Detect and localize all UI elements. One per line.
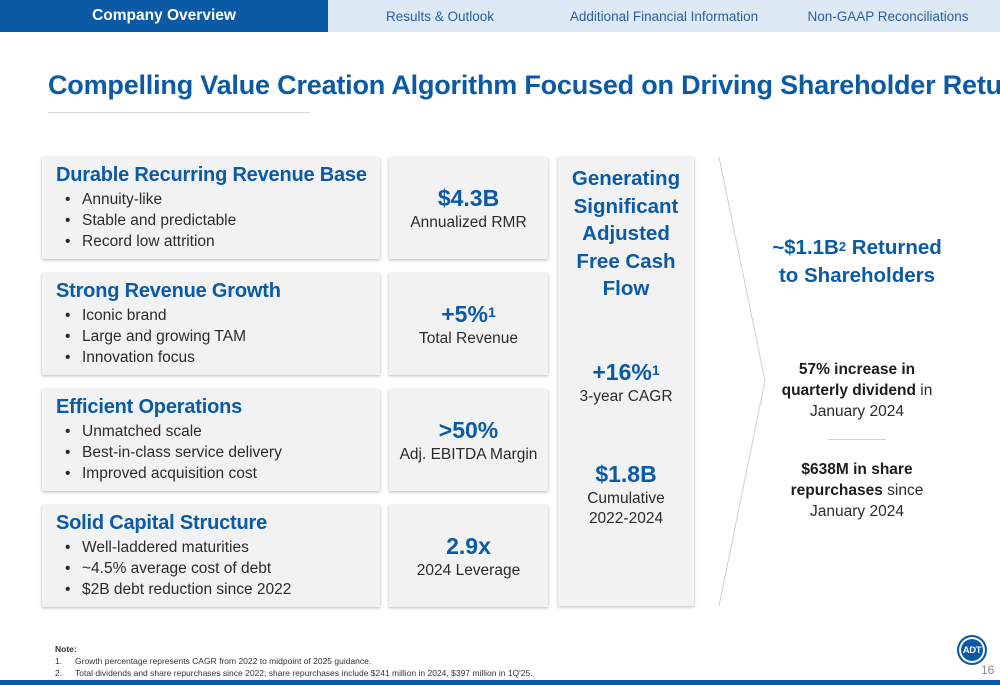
bullet-item: ~4.5% average cost of debt [56, 558, 380, 579]
bullet-item: $2B debt reduction since 2022 [56, 579, 380, 600]
metric-value: 2.9x [446, 533, 491, 559]
metric-ebitda-margin: >50% Adj. EBITDA Margin [389, 389, 548, 491]
bottom-bar [0, 680, 1000, 685]
footnotes: Note: 1. Growth percentage represents CAG… [55, 643, 533, 679]
metric-value: +5%1 [441, 301, 496, 327]
metric-value: $4.3B [437, 185, 500, 211]
page-title: Compelling Value Creation Algorithm Focu… [48, 70, 1000, 100]
fcf-cumulative-label: Cumulative 2022-2024 [587, 489, 665, 527]
returns-heading: ~$1.1B2 Returned to Shareholders [772, 236, 942, 287]
fcf-cagr-value: +16%1 [592, 358, 660, 385]
tab-company-overview[interactable]: Company Overview [0, 0, 328, 32]
bullet-item: Best-in-class service delivery [56, 442, 380, 463]
pillar-revenue-growth: Strong Revenue Growth Iconic brand Large… [42, 273, 380, 375]
bullet-item: Record low attrition [56, 231, 380, 252]
fcf-cumulative-value: $1.8B [595, 460, 657, 487]
metric-label: 2024 Leverage [416, 562, 521, 579]
bullet-item: Large and growing TAM [56, 326, 380, 347]
metric-label: Annualized RMR [410, 214, 527, 231]
footnote-ref: 1 [651, 361, 660, 378]
metric-label: Total Revenue [418, 330, 519, 347]
pillar-bullets: Iconic brand Large and growing TAM Innov… [56, 305, 380, 368]
dividend-increase-text: 57% increase in quarterly dividend in Ja… [781, 361, 933, 420]
title-divider [48, 112, 310, 113]
footnote-ref: 1 [487, 304, 496, 320]
pillar-bullets: Unmatched scale Best-in-class service de… [56, 421, 380, 484]
pillar-bullets: Well-laddered maturities ~4.5% average c… [56, 537, 380, 600]
page-number: 16 [981, 663, 995, 677]
tab-additional-financial-information[interactable]: Additional Financial Information [569, 8, 759, 24]
footnotes-title: Note: [55, 644, 77, 654]
metric-total-revenue: +5%1 Total Revenue [389, 273, 548, 375]
returns-divider [828, 439, 886, 440]
tab-non-gaap-reconciliations[interactable]: Non-GAAP Reconciliations [807, 8, 969, 24]
metric-value: >50% [438, 417, 499, 443]
pillar-heading: Strong Revenue Growth [56, 280, 281, 302]
footnote-item: 1. Growth percentage represents CAGR from… [55, 656, 372, 666]
share-repurchase-text: $638M in share repurchases since January… [790, 461, 924, 520]
pillar-efficient-operations: Efficient Operations Unmatched scale Bes… [42, 389, 380, 491]
bullet-item: Iconic brand [56, 305, 380, 326]
bullet-item: Unmatched scale [56, 421, 380, 442]
footnote-ref: 2 [838, 239, 847, 254]
bullet-item: Well-laddered maturities [56, 537, 380, 558]
top-nav: Company Overview Results & Outlook Addit… [0, 0, 1000, 32]
pillar-heading: Durable Recurring Revenue Base [56, 164, 367, 186]
bullet-item: Innovation focus [56, 347, 380, 368]
bullet-item: Stable and predictable [56, 210, 380, 231]
fcf-panel: Generating Significant Adjusted Free Cas… [558, 157, 694, 606]
metric-leverage: 2.9x 2024 Leverage [389, 505, 548, 607]
pillar-heading: Solid Capital Structure [56, 512, 267, 534]
fcf-heading: Generating Significant Adjusted Free Cas… [571, 167, 681, 300]
pillar-capital-structure: Solid Capital Structure Well-laddered ma… [42, 505, 380, 607]
pillar-recurring-revenue: Durable Recurring Revenue Base Annuity-l… [42, 157, 380, 259]
metric-label: Adj. EBITDA Margin [399, 446, 538, 463]
pillar-bullets: Annuity-like Stable and predictable Reco… [56, 189, 380, 252]
adt-logo: ADT [957, 635, 987, 665]
metric-rmr: $4.3B Annualized RMR [389, 157, 548, 259]
tab-results-outlook[interactable]: Results & Outlook [385, 8, 495, 24]
pillar-heading: Efficient Operations [56, 396, 243, 418]
bullet-item: Improved acquisition cost [56, 463, 380, 484]
footnote-item: 2. Total dividends and share repurchases … [55, 668, 533, 678]
bullet-item: Annuity-like [56, 189, 380, 210]
fcf-cagr-label: 3-year CAGR [579, 387, 673, 405]
